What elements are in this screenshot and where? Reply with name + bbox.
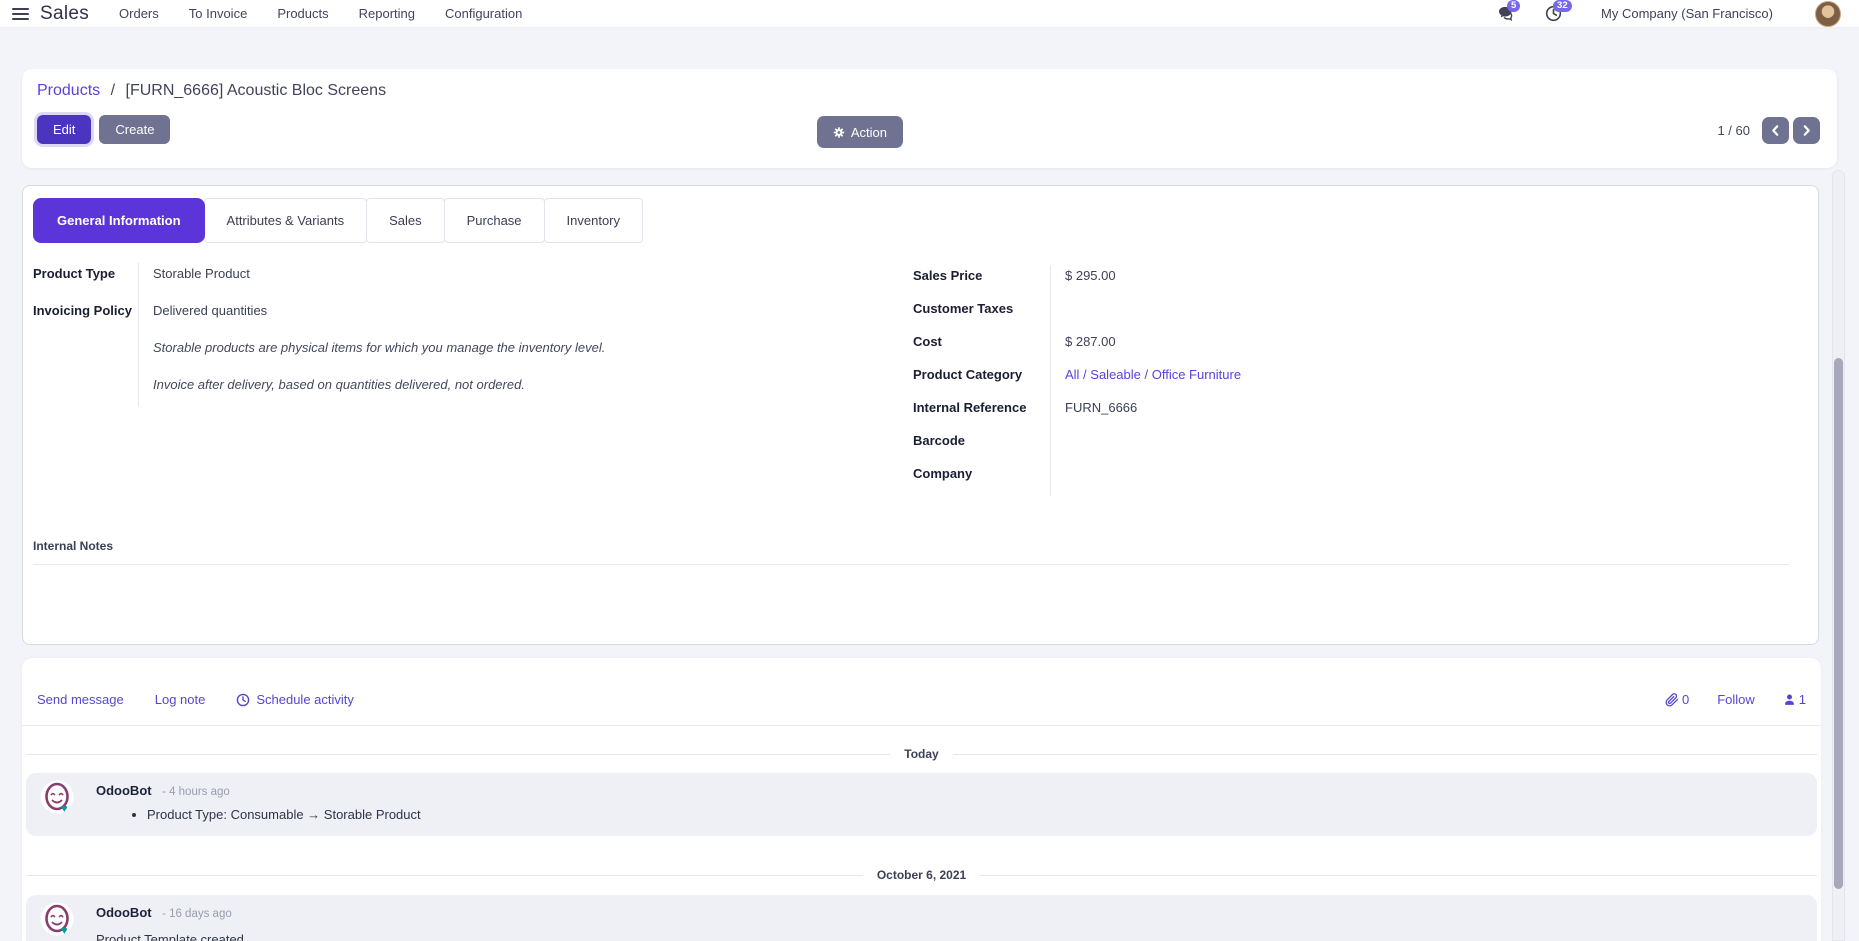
date-divider-label: October 6, 2021: [876, 868, 967, 882]
message-author: OdooBot: [96, 783, 152, 798]
chatter: Send message Log note Schedule activity …: [22, 658, 1821, 941]
svg-text:♥: ♥: [61, 803, 68, 814]
main-menu: Orders To Invoice Products Reporting Con…: [119, 6, 522, 21]
follow-button[interactable]: Follow: [1717, 692, 1755, 707]
followers-person-icon: [1784, 694, 1794, 705]
pager-next-button[interactable]: [1793, 117, 1820, 144]
date-divider-october: October 6, 2021: [26, 864, 1818, 886]
log-note-button[interactable]: Log note: [154, 692, 206, 707]
customer-taxes-label: Customer Taxes: [913, 301, 1014, 316]
message-timestamp: - 4 hours ago: [162, 786, 230, 798]
menu-orders[interactable]: Orders: [119, 6, 159, 21]
notebook-tabs: General Information Attributes & Variant…: [33, 198, 644, 243]
tab-general-information[interactable]: General Information: [33, 198, 205, 243]
apps-menu-icon[interactable]: [12, 7, 29, 20]
menu-products[interactable]: Products: [277, 6, 329, 21]
message-today: ♥ OdooBot - 4 hours ago Product Type: Co…: [26, 773, 1817, 836]
top-navbar: Sales Orders To Invoice Products Reporti…: [0, 0, 1859, 27]
product-category-label: Product Category: [913, 367, 1023, 382]
pager-previous-button[interactable]: [1762, 117, 1789, 144]
menu-to-invoice[interactable]: To Invoice: [188, 6, 248, 21]
menu-reporting[interactable]: Reporting: [358, 6, 415, 21]
form-left-column: Product Type Storable Product Invoicing …: [33, 263, 783, 407]
chevron-right-icon: [1803, 125, 1810, 136]
pager-counter: 1 / 60: [1717, 123, 1750, 138]
gear-icon: [833, 126, 845, 138]
tab-inventory[interactable]: Inventory: [543, 198, 644, 243]
internal-notes-section[interactable]: Internal Notes: [33, 537, 1789, 565]
company-switcher[interactable]: My Company (San Francisco): [1601, 6, 1773, 21]
create-button[interactable]: Create: [99, 115, 171, 144]
message-author: OdooBot: [96, 905, 152, 920]
pager: 1 / 60: [1717, 117, 1820, 144]
internal-reference-label: Internal Reference: [913, 400, 1027, 415]
schedule-activity-label: Schedule activity: [256, 692, 354, 707]
product-type-help-text: Storable products are physical items for…: [138, 337, 783, 370]
product-type-value: Storable Product: [138, 263, 783, 300]
action-button-label: Action: [850, 124, 887, 140]
internal-notes-label: Internal Notes: [33, 539, 114, 553]
product-form-sheet: General Information Attributes & Variant…: [22, 185, 1819, 645]
date-divider-today: Today: [26, 743, 1818, 765]
form-right-column: Sales Price $ 295.00 Customer Taxes Cost…: [913, 265, 1493, 496]
app-name[interactable]: Sales: [40, 2, 90, 24]
tab-purchase[interactable]: Purchase: [443, 198, 545, 243]
menu-configuration[interactable]: Configuration: [445, 6, 523, 21]
activities-badge: 32: [1553, 0, 1572, 12]
product-type-label: Product Type: [33, 266, 116, 281]
customer-taxes-value: [1050, 298, 1493, 331]
cost-label: Cost: [913, 334, 942, 349]
messages-badge: 5: [1507, 0, 1521, 12]
message-change-item: Product Type: Consumable → Storable Prod…: [147, 806, 1805, 824]
messages-icon[interactable]: 5: [1497, 0, 1521, 23]
schedule-activity-button[interactable]: Schedule activity: [236, 692, 354, 707]
chevron-left-icon: [1772, 125, 1779, 136]
invoicing-policy-help-text: Invoice after delivery, based on quantit…: [138, 370, 783, 407]
control-panel: Products / [FURN_6666] Acoustic Bloc Scr…: [22, 69, 1837, 168]
message-body-text: Product Template created: [96, 932, 244, 941]
product-category-link[interactable]: All / Saleable / Office Furniture: [1065, 367, 1242, 382]
odoobot-avatar: ♥: [40, 902, 74, 936]
date-divider-label: Today: [904, 747, 939, 761]
chatter-topbar: Send message Log note Schedule activity …: [22, 658, 1821, 726]
send-message-button[interactable]: Send message: [37, 692, 124, 707]
followers-button[interactable]: 1: [1783, 692, 1806, 707]
barcode-value: [1050, 430, 1493, 463]
message-timestamp: - 16 days ago: [162, 908, 232, 920]
attachments-count: 0: [1681, 692, 1690, 707]
tab-attributes-variants[interactable]: Attributes & Variants: [203, 198, 368, 243]
tab-sales[interactable]: Sales: [366, 198, 445, 243]
action-button[interactable]: Action: [817, 116, 903, 148]
vertical-scrollbar-thumb[interactable]: [1834, 358, 1843, 889]
user-avatar[interactable]: [1815, 0, 1841, 27]
breadcrumb-products-link[interactable]: Products: [37, 82, 101, 99]
paperclip-icon: [1665, 692, 1679, 706]
message-october: ♥ OdooBot - 16 days ago Product Template…: [26, 895, 1817, 941]
edit-button[interactable]: Edit: [37, 115, 92, 144]
breadcrumb: Products / [FURN_6666] Acoustic Bloc Scr…: [37, 82, 386, 100]
schedule-clock-icon: [237, 693, 250, 706]
breadcrumb-separator: /: [110, 82, 116, 99]
barcode-label: Barcode: [913, 433, 966, 448]
followers-count: 1: [1798, 692, 1806, 707]
activities-icon[interactable]: 32: [1543, 0, 1572, 23]
odoobot-avatar: ♥: [40, 780, 74, 814]
sales-price-value: $ 295.00: [1050, 265, 1493, 298]
company-label: Company: [913, 466, 973, 481]
cost-value: $ 287.00: [1050, 331, 1493, 364]
attachments-button[interactable]: 0: [1665, 692, 1689, 707]
internal-reference-value: FURN_6666: [1050, 397, 1493, 430]
sales-price-label: Sales Price: [913, 268, 983, 283]
invoicing-policy-value: Delivered quantities: [138, 300, 783, 337]
breadcrumb-current: [FURN_6666] Acoustic Bloc Screens: [125, 82, 387, 99]
company-value: [1050, 463, 1493, 496]
invoicing-policy-label: Invoicing Policy: [33, 303, 132, 318]
svg-text:♥: ♥: [61, 925, 68, 936]
vertical-scrollbar-track[interactable]: [1832, 170, 1845, 941]
